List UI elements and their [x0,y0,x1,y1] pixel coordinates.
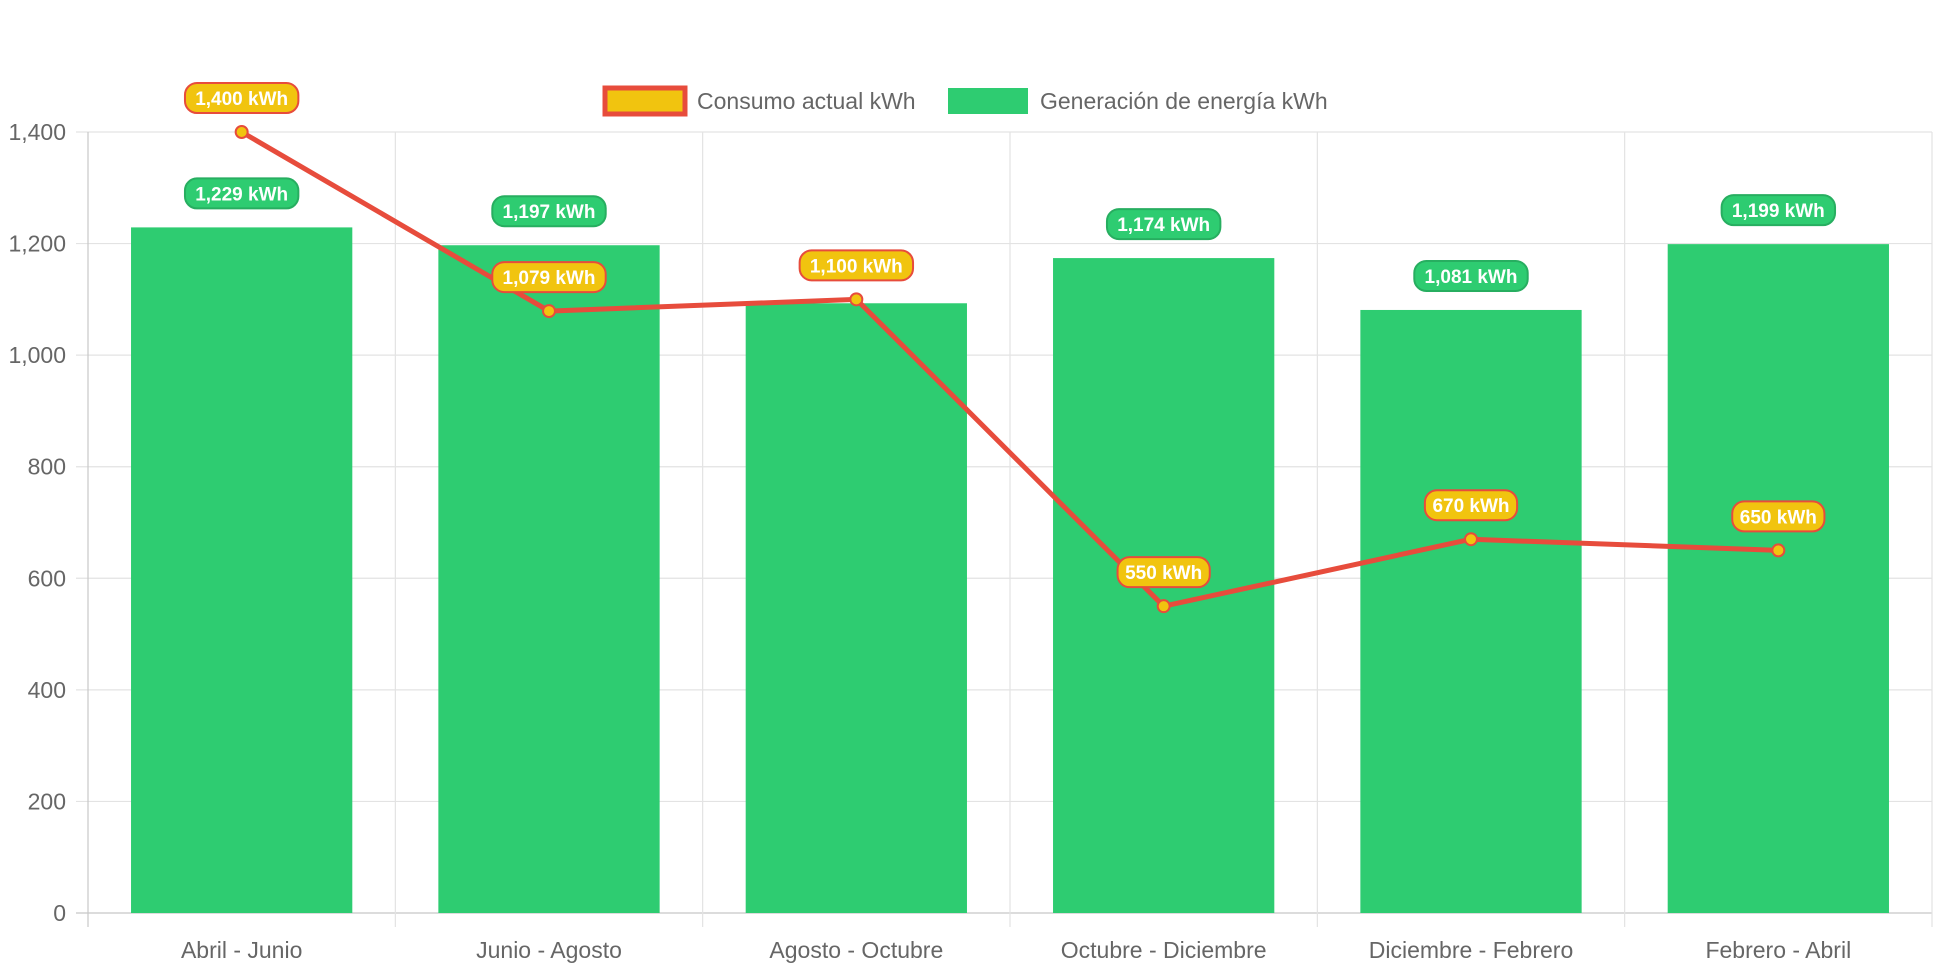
line-data-label: 1,400 kWh [183,82,300,114]
bar-data-label-text: 1,199 kWh [1732,201,1825,222]
line-point [542,304,556,319]
legend: Consumo actual kWh Generación de energía… [602,85,1328,117]
bar [1360,309,1582,913]
bar-data-label-bg [1413,259,1529,292]
legend-swatch-generacion [948,88,1028,114]
bar-data-label: 1,081 kWh [1413,259,1529,292]
y-tick-label: 200 [28,788,66,814]
y-tick-label: 600 [28,565,66,591]
grid-layer [76,131,1933,927]
bar [438,245,660,913]
legend-item-consumo[interactable]: Consumo actual kWh [602,85,916,117]
y-tick-label: 1,000 [8,342,66,368]
bar-data-label-text: 1,081 kWh [1425,267,1518,288]
bar-data-label-bg [1105,208,1222,241]
line-point [1464,532,1478,547]
x-tick-label: Agosto - Octubre [769,937,943,963]
line-data-label: 650 kWh [1731,500,1826,533]
line-data-label-bg [1731,500,1826,533]
line-data-label-text: 1,100 kWh [810,256,903,277]
bar [1667,244,1889,914]
bar-data-label-bg [1720,194,1837,227]
axis-layer: 0 200 400 600 800 1,000 1,200 1,400 Abril - Juni… [8,119,1851,963]
y-tick-label: 0 [53,900,66,926]
line-data-label-text: 650 kWh [1740,507,1817,528]
y-tick-label: 1,400 [8,119,66,145]
line-point [849,292,864,307]
line-data-label: 670 kWh [1423,489,1519,522]
legend-label-generacion: Generación de energía kWh [1040,88,1328,114]
x-tick-label: Abril - Junio [181,937,302,963]
line-point [234,125,249,139]
line-data-label-text: 670 kWh [1432,496,1509,517]
y-tick-label: 1,200 [8,231,66,257]
bar [131,227,353,914]
legend-label-consumo: Consumo actual kWh [697,88,916,114]
line-data-label-bg [491,261,607,294]
line-point [1156,599,1171,614]
line-data-label-bg [183,82,300,114]
y-tick-label: 400 [28,677,66,703]
bar-layer [131,227,1889,914]
line-data-label-text: 1,400 kWh [195,89,288,110]
line-data-label: 1,079 kWh [491,261,607,294]
bar-data-label-text: 1,174 kWh [1117,215,1210,236]
x-tick-label: Octubre - Diciembre [1061,937,1267,963]
bar-data-label: 1,229 kWh [183,177,300,210]
line-data-label-text: 1,079 kWh [503,268,596,289]
legend-item-generacion[interactable]: Generación de energía kWh [948,88,1328,114]
bar-data-label: 1,199 kWh [1720,194,1837,227]
bar-data-label-bg [183,177,300,210]
data-label-layer: 1,229 kWh 1,197 kWh 1,174 kWh 1,081 kWh 1,19… [183,82,1837,589]
line-point [1771,543,1786,558]
bar [745,303,967,913]
bar-data-label-text: 1,197 kWh [503,202,596,223]
y-tick-label: 800 [28,454,66,480]
legend-swatch-consumo [602,85,688,117]
line-data-label-bg [798,249,915,282]
x-tick-label: Febrero - Abril [1705,937,1851,963]
bar-data-label-text: 1,229 kWh [195,184,288,205]
line-data-label: 1,100 kWh [798,249,915,282]
bar-data-label-bg [491,195,607,228]
bar-data-label: 1,174 kWh [1105,208,1222,241]
line-data-label-text: 550 kWh [1125,563,1202,584]
bar-data-label: 1,197 kWh [491,195,607,228]
line-data-label-bg [1423,489,1519,522]
line-data-label-bg [1116,556,1211,589]
line-data-label: 550 kWh [1116,556,1211,589]
x-tick-label: Diciembre - Febrero [1369,937,1574,963]
x-tick-label: Junio - Agosto [476,937,622,963]
